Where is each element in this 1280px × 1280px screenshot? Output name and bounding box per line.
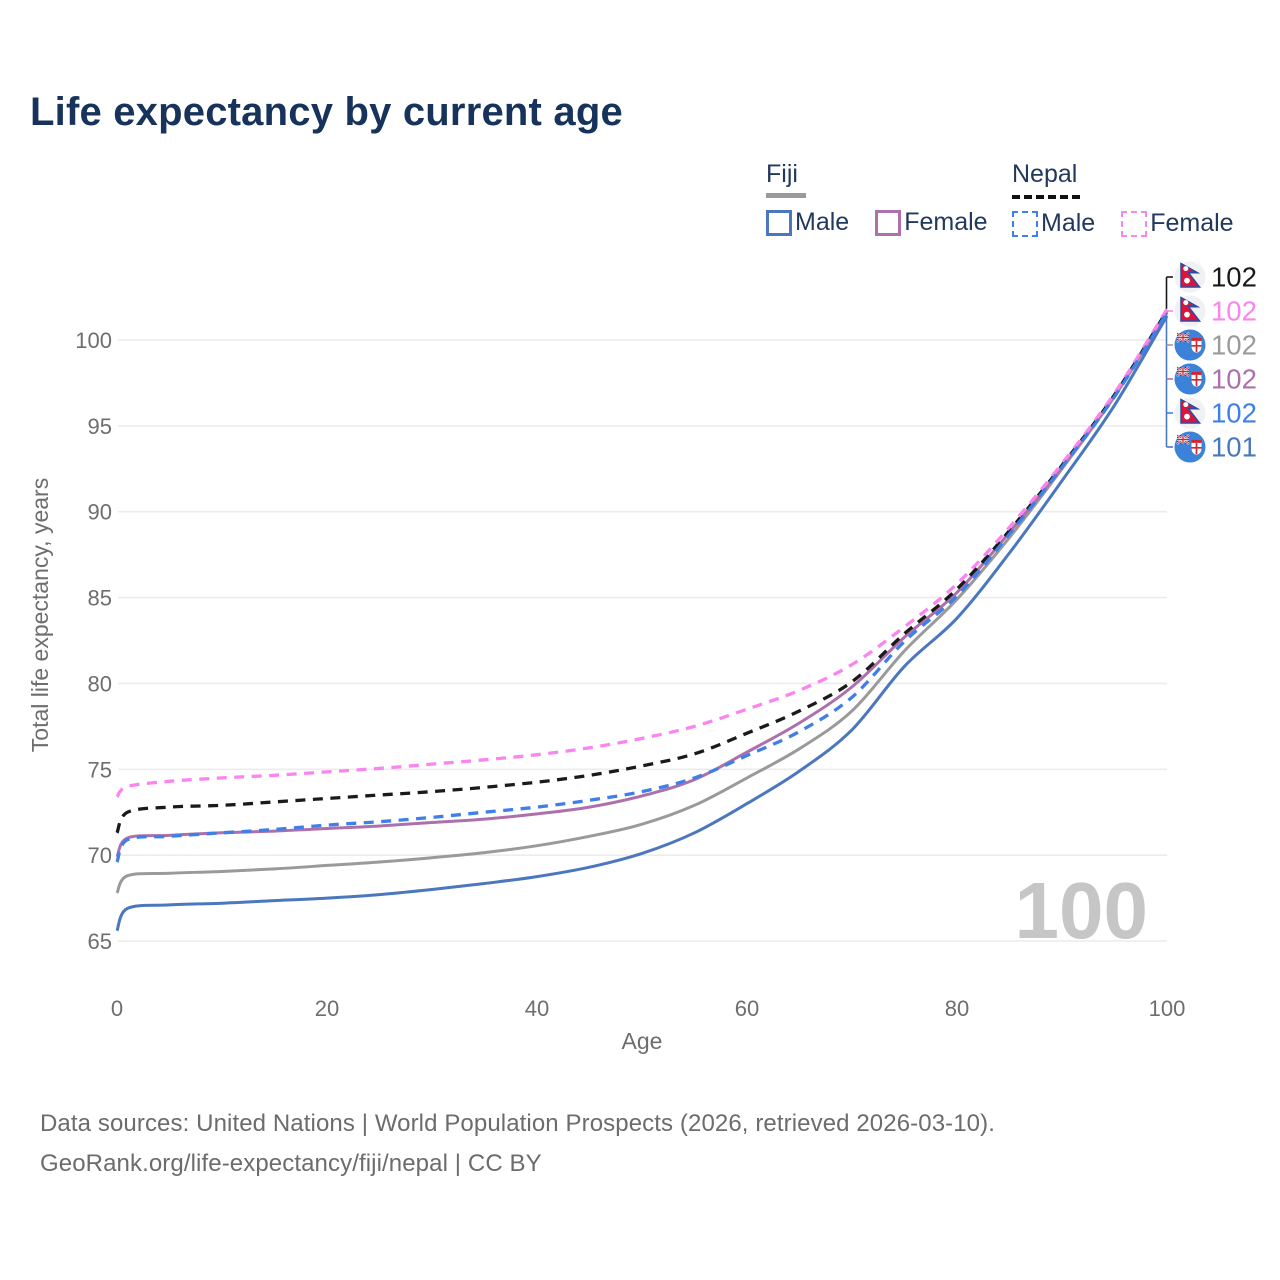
series-line-fiji-male	[115, 315, 1169, 932]
nepal-flag-moon	[1183, 402, 1189, 408]
legend-linestyle-dashed-sample	[1012, 195, 1080, 199]
legend-label-fiji-male: Male	[795, 208, 850, 236]
x-tick-label: 80	[945, 996, 969, 1021]
legend-group-fiji: Fiji Male Female	[766, 160, 1014, 237]
legend-item-fiji-male[interactable]: Male	[766, 208, 849, 237]
end-label-value: 102	[1211, 262, 1257, 293]
fiji-flag-shield-cross	[1191, 341, 1202, 353]
footer-attribution: GeoRank.org/life-expectancy/fiji/nepal |…	[40, 1150, 542, 1177]
nepal-flag-sun	[1184, 277, 1190, 284]
page-title: Life expectancy by current age	[30, 90, 623, 134]
legend-label-nepal-female: Female	[1150, 209, 1234, 237]
series-line-fiji	[115, 311, 1169, 894]
fiji-flag-shield-cross	[1191, 443, 1202, 455]
x-tick-label: 100	[1149, 996, 1186, 1021]
nepal-flag-moon	[1183, 266, 1189, 272]
y-tick-label: 85	[88, 586, 112, 611]
end-label-nepal-male: 102	[1174, 397, 1257, 429]
nepal-flag-sun	[1184, 311, 1190, 318]
fiji-flag-shield-chief	[1191, 372, 1202, 375]
legend-item-fiji-female[interactable]: Female	[875, 208, 988, 237]
series-line-nepal	[115, 309, 1169, 834]
end-label-fiji: 102	[1174, 329, 1257, 361]
y-tick-label: 65	[88, 929, 112, 954]
footer-data-sources: Data sources: United Nations | World Pop…	[40, 1110, 995, 1137]
legend-swatch-fiji-female	[875, 209, 902, 236]
watermark-age-counter: 100	[1015, 866, 1148, 955]
y-tick-label: 80	[88, 671, 112, 696]
footer: Data sources: United Nations | World Pop…	[40, 1104, 995, 1184]
end-label-value: 101	[1211, 432, 1257, 463]
x-tick-label: 40	[525, 996, 549, 1021]
fiji-flag-shield-cross	[1191, 375, 1202, 387]
legend-group-title-nepal: Nepal	[1012, 160, 1078, 188]
y-tick-label: 95	[88, 414, 112, 439]
legend-label-fiji-female: Female	[904, 208, 988, 236]
end-label-nepal-female: 102	[1174, 295, 1257, 327]
fiji-flag-uj-cross-red	[1177, 435, 1189, 444]
legend-swatch-fiji-male	[766, 209, 792, 236]
x-tick-label: 20	[315, 996, 339, 1021]
series-line-nepal-female	[115, 308, 1169, 798]
y-tick-label: 70	[88, 843, 112, 868]
legend-label-nepal-male: Male	[1041, 209, 1096, 237]
series-line-nepal-male	[115, 311, 1169, 863]
legend-swatch-nepal-female	[1121, 210, 1148, 237]
x-tick-label: 60	[735, 996, 759, 1021]
end-label-fiji-female: 102	[1174, 363, 1257, 395]
fiji-flag-shield-chief	[1191, 338, 1202, 341]
end-label-fiji-male: 101	[1174, 431, 1257, 463]
legend-group-title-fiji: Fiji	[766, 160, 798, 188]
legend-item-nepal-male[interactable]: Male	[1012, 209, 1095, 238]
end-label-nepal: 102	[1174, 261, 1257, 293]
y-axis-title: Total life expectancy, years	[27, 478, 53, 752]
end-label-value: 102	[1211, 398, 1257, 429]
legend: Fiji Male Female Nepal Male	[0, 160, 1280, 244]
legend-swatch-nepal-male	[1012, 210, 1038, 237]
end-label-value: 102	[1211, 364, 1257, 395]
fiji-flag-shield-chief	[1191, 440, 1202, 443]
legend-linestyle-solid-sample	[766, 193, 806, 198]
legend-item-nepal-female[interactable]: Female	[1121, 209, 1234, 238]
x-tick-label: 0	[111, 996, 123, 1021]
y-tick-label: 90	[88, 500, 112, 525]
fiji-flag-uj-cross-red	[1177, 333, 1189, 342]
end-label-value: 102	[1211, 330, 1257, 361]
legend-group-nepal: Nepal Male Female	[1012, 160, 1260, 238]
end-label-value: 102	[1211, 296, 1257, 327]
nepal-flag-sun	[1184, 413, 1190, 420]
fiji-flag-uj-cross-red	[1177, 367, 1189, 376]
y-tick-label: 75	[88, 757, 112, 782]
nepal-flag-moon	[1183, 300, 1189, 306]
x-axis-title: Age	[622, 1028, 663, 1054]
y-tick-label: 100	[75, 328, 112, 353]
